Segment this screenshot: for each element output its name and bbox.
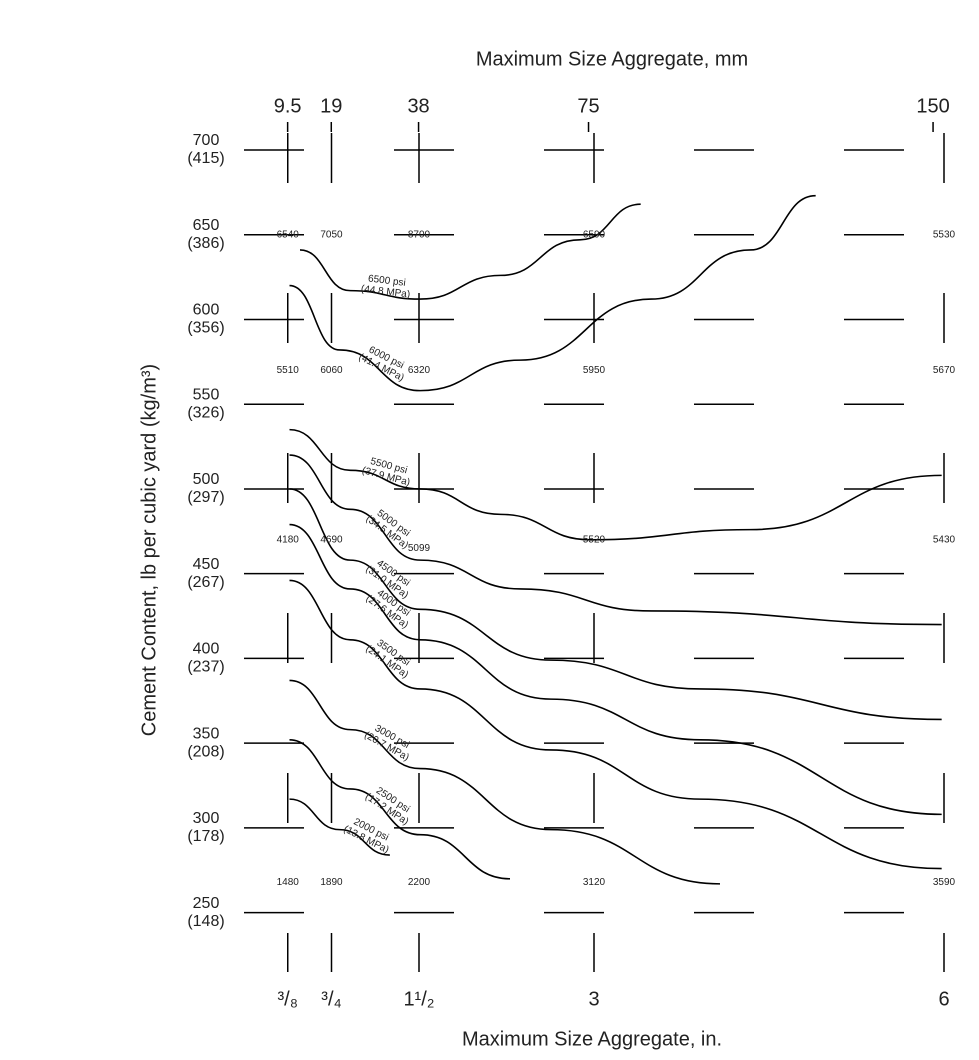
x2-tick-label: 9.5 — [274, 95, 302, 117]
strength-annotation: 5510 — [277, 365, 300, 376]
strength-annotation: 5950 — [583, 365, 606, 376]
strength-annotation: 1890 — [320, 877, 343, 888]
y-tick-label: 400 — [193, 641, 220, 658]
x2-tick-label: 19 — [320, 95, 342, 117]
strength-annotation: 3120 — [583, 877, 606, 888]
strength-annotation: 1480 — [277, 877, 300, 888]
strength-annotation: 6540 — [277, 229, 300, 240]
strength-annotation: 3590 — [933, 877, 956, 888]
strength-annotation: 8700 — [408, 229, 431, 240]
x-tick-label: 6 — [938, 988, 949, 1010]
x2-axis-title: Maximum Size Aggregate, mm — [476, 48, 748, 70]
strength-annotation: 7050 — [320, 229, 343, 240]
x-tick-label: ³/₈ — [277, 988, 298, 1010]
y-tick-secondary-label: (178) — [187, 828, 224, 845]
strength-annotation: 5670 — [933, 365, 956, 376]
y-tick-secondary-label: (297) — [187, 489, 224, 506]
chart: Maximum Size Aggregate, mm Maximum Size … — [0, 0, 979, 1060]
strength-curve — [300, 204, 641, 299]
y-tick-label: 650 — [193, 217, 220, 234]
y-tick-secondary-label: (267) — [187, 574, 224, 591]
strength-annotation: 4690 — [320, 534, 343, 545]
y-tick-label: 500 — [193, 471, 220, 488]
y-axis-title: Cement Content, lb per cubic yard (kg/m³… — [138, 364, 160, 736]
strength-annotation: 5099 — [408, 543, 431, 554]
x2-tick-label: 150 — [916, 95, 949, 117]
strength-annotation: 5430 — [933, 534, 956, 545]
y-tick-label: 300 — [193, 810, 220, 827]
strength-annotation: 4180 — [277, 534, 300, 545]
strength-annotation: 6320 — [408, 365, 431, 376]
strength-curve — [290, 580, 942, 868]
x-tick-label: ³/₄ — [321, 988, 341, 1010]
strength-annotation: 6060 — [320, 365, 343, 376]
y-tick-secondary-label: (237) — [187, 659, 224, 676]
strength-annotation: 6590 — [583, 229, 606, 240]
x-tick-label: 3 — [588, 988, 599, 1010]
y-tick-secondary-label: (326) — [187, 404, 224, 421]
x-tick-label: 1¹/₂ — [403, 988, 434, 1010]
y-tick-label: 550 — [193, 386, 220, 403]
y-tick-secondary-label: (208) — [187, 743, 224, 760]
strength-annotation: 5520 — [583, 534, 606, 545]
y-tick-label: 700 — [193, 132, 220, 149]
y-tick-label: 350 — [193, 725, 220, 742]
y-tick-label: 600 — [193, 302, 220, 319]
strength-curve — [290, 680, 721, 883]
x-axis-title: Maximum Size Aggregate, in. — [462, 1028, 722, 1050]
y-tick-secondary-label: (386) — [187, 235, 224, 252]
y-tick-secondary-label: (148) — [187, 913, 224, 930]
y-tick-secondary-label: (356) — [187, 320, 224, 337]
x2-tick-label: 75 — [577, 95, 599, 117]
x2-tick-label: 38 — [407, 95, 429, 117]
strength-annotation: 5530 — [933, 229, 956, 240]
y-tick-label: 250 — [193, 895, 220, 912]
strength-annotation: 2200 — [408, 877, 431, 888]
y-tick-label: 450 — [193, 556, 220, 573]
y-tick-secondary-label: (415) — [187, 150, 224, 167]
